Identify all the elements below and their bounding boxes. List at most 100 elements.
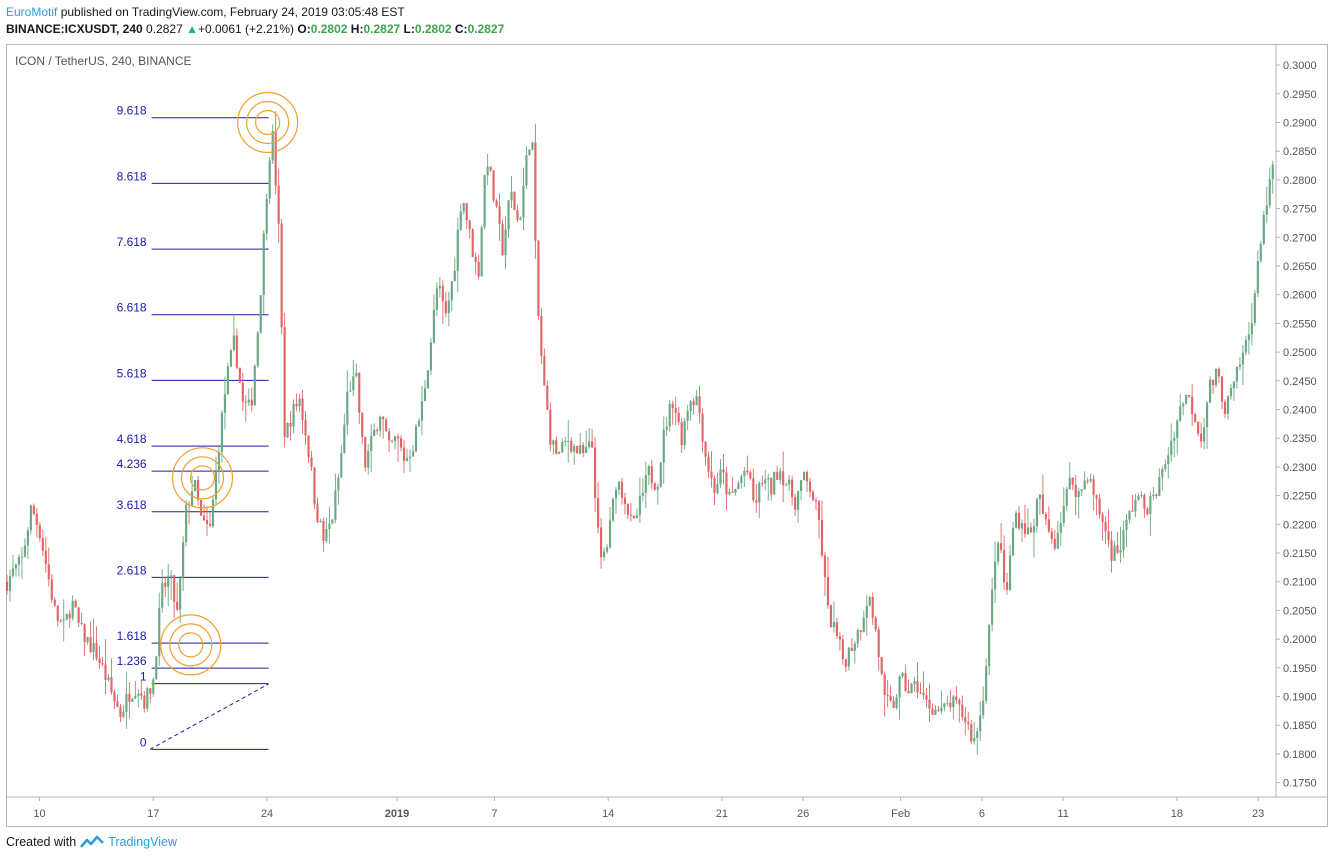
candle-body (477, 262, 480, 277)
candle-body (122, 711, 125, 717)
candle-body (1244, 340, 1247, 353)
candle-body (95, 642, 98, 659)
candle-body (740, 476, 743, 484)
candle-body (922, 692, 925, 696)
candle-body (1098, 498, 1101, 515)
candle-body (755, 500, 758, 503)
candle-body (373, 429, 376, 436)
candle-body (1089, 479, 1092, 482)
candle-body (313, 467, 316, 505)
candle-body (17, 557, 21, 565)
candle-body (725, 472, 728, 495)
candle-body (1229, 388, 1233, 397)
candle-body (608, 520, 612, 548)
candle-body (889, 696, 892, 701)
candle-body (704, 441, 707, 457)
candle-body (83, 624, 86, 643)
candle-body (561, 441, 564, 453)
candle-body (1194, 414, 1197, 422)
chart-frame (6, 44, 1328, 827)
candle-body (731, 491, 734, 493)
candle-body (1170, 440, 1173, 456)
candle-body (594, 447, 597, 499)
candle-body (167, 575, 170, 587)
candle-body (220, 412, 224, 452)
candle-body (1044, 513, 1047, 520)
candle-body (504, 229, 507, 256)
fibonacci-extension[interactable]: 0 1 1.236 1.618 2.618 3.618 4.236 4.618 5.618 6.6… (117, 104, 269, 750)
candle-body (89, 637, 92, 653)
candle-body (325, 529, 328, 541)
price-tick-label: 0.2500 (1283, 347, 1317, 359)
candle-body (773, 472, 776, 495)
price-axis[interactable]: 0.3000 0.2950 0.2900 0.2850 0.2800 0.2750 0.27… (1276, 60, 1317, 790)
candle-body (301, 398, 304, 420)
candle-body (916, 681, 919, 693)
candle-body (211, 499, 215, 527)
candle-body (1164, 464, 1167, 469)
time-axis[interactable]: 10 17 24 2019 7 14 21 26 Feb 6 11 18 23 (33, 797, 1264, 820)
candle-body (140, 693, 143, 696)
footer: Created with TradingView (6, 835, 177, 849)
candle-body (832, 622, 835, 628)
candle-body (1220, 376, 1224, 402)
candle-body (955, 696, 958, 701)
price-tick-label: 0.2150 (1283, 548, 1317, 560)
price-tick-label: 0.1950 (1283, 663, 1317, 675)
candle-body (405, 458, 409, 462)
candle-body (376, 429, 379, 431)
candle-body (823, 555, 827, 578)
candle-body (791, 479, 794, 498)
candle-body (976, 731, 979, 738)
candle-body (74, 600, 77, 608)
candle-body (835, 622, 838, 637)
candle-body (817, 501, 821, 521)
candle-body (92, 642, 95, 653)
candle-body (537, 240, 540, 316)
tradingview-link[interactable]: TradingView (108, 835, 177, 849)
candle-body (820, 520, 824, 556)
candle-body (340, 452, 343, 478)
candle-body (1140, 495, 1143, 497)
candle-body (1003, 550, 1006, 583)
candle-body (1167, 455, 1170, 465)
candle-body (146, 688, 149, 709)
candle-body (71, 600, 74, 619)
candle-body (1238, 364, 1241, 367)
candle-body (1271, 164, 1274, 180)
candle-body (1125, 519, 1128, 531)
candle-body (20, 556, 24, 558)
candle-body (238, 367, 241, 383)
candle-body (1232, 381, 1236, 389)
price-tick-label: 0.1850 (1283, 720, 1317, 732)
candle-body (161, 582, 164, 608)
candle-body (5, 581, 9, 591)
candle-body (107, 677, 110, 680)
candle-body (1050, 531, 1053, 539)
candle-body (29, 505, 32, 531)
symbol-line: BINANCE:ICXUSDT, 240 0.2827 ▲+0.0061 (+2… (6, 21, 1326, 38)
candle-body (453, 270, 456, 282)
candle-body (1182, 403, 1185, 407)
candle-body (1173, 437, 1176, 441)
highlight-circle-ring (178, 632, 204, 658)
candle-body (579, 445, 582, 454)
up-arrow-icon: ▲ (186, 22, 198, 36)
author-link[interactable]: EuroMotif (6, 5, 58, 19)
candle-body (770, 478, 773, 495)
candle-body (274, 131, 277, 186)
price-change: +0.0061 (+2.21%) (197, 22, 295, 36)
fib-level-label: 4.236 (117, 457, 147, 471)
candle-body (540, 315, 543, 357)
time-tick-label: 23 (1252, 808, 1264, 820)
candle-body (1092, 479, 1095, 495)
candle-body (143, 695, 146, 709)
candle-body (435, 288, 438, 310)
candle-body (614, 489, 618, 499)
candle-body (856, 630, 859, 644)
candle-body (501, 224, 504, 256)
candle-body (316, 504, 319, 523)
candle-body (683, 420, 686, 446)
candle-body (1223, 401, 1227, 414)
